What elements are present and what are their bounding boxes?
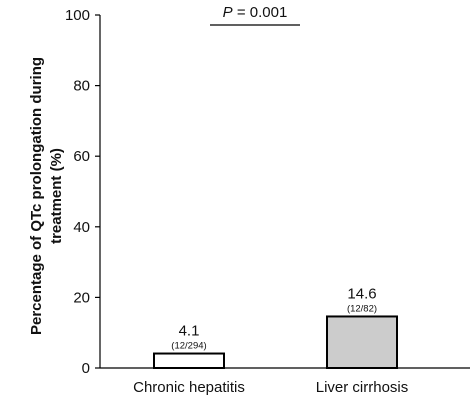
- y-tick-label: 60: [73, 148, 90, 165]
- bar-count-label: (12/82): [347, 303, 377, 314]
- y-tick-label: 80: [73, 78, 90, 95]
- y-tick-label: 100: [65, 7, 90, 24]
- bar-value-label: 4.1: [179, 323, 200, 340]
- bars: 4.1(12/294) Chronic hepatitis 14.6(12/82) L…: [133, 285, 408, 396]
- y-axis-ticks: 0 20 40 60 80 100: [65, 7, 100, 377]
- p-value-text: = 0.001: [233, 4, 288, 21]
- y-axis-title: Percentage of QTc prolongation during tr…: [28, 57, 65, 335]
- bar: [326, 315, 398, 370]
- p-symbol: P: [223, 4, 233, 21]
- significance-annotation: P = 0.001: [210, 4, 300, 26]
- bar: [153, 352, 225, 370]
- y-axis-title-line-2: treatment (%): [48, 148, 65, 244]
- bar-value-label: 14.6: [347, 285, 376, 302]
- x-category-label: Liver cirrhosis: [316, 379, 409, 396]
- y-tick-label: 40: [73, 219, 90, 236]
- y-tick-label: 20: [73, 289, 90, 306]
- p-value-label: P = 0.001: [223, 4, 288, 21]
- x-category-label: Chronic hepatitis: [133, 379, 245, 396]
- y-axis-title-line-1: Percentage of QTc prolongation during: [28, 57, 45, 335]
- y-tick-label: 0: [82, 360, 90, 377]
- bar-count-label: (12/294): [171, 341, 206, 352]
